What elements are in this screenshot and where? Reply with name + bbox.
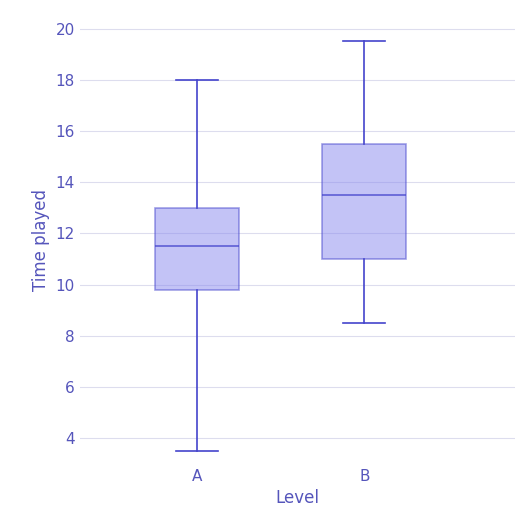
PathPatch shape: [155, 208, 239, 290]
X-axis label: Level: Level: [276, 489, 319, 507]
Y-axis label: Time played: Time played: [32, 189, 50, 291]
PathPatch shape: [322, 144, 406, 259]
